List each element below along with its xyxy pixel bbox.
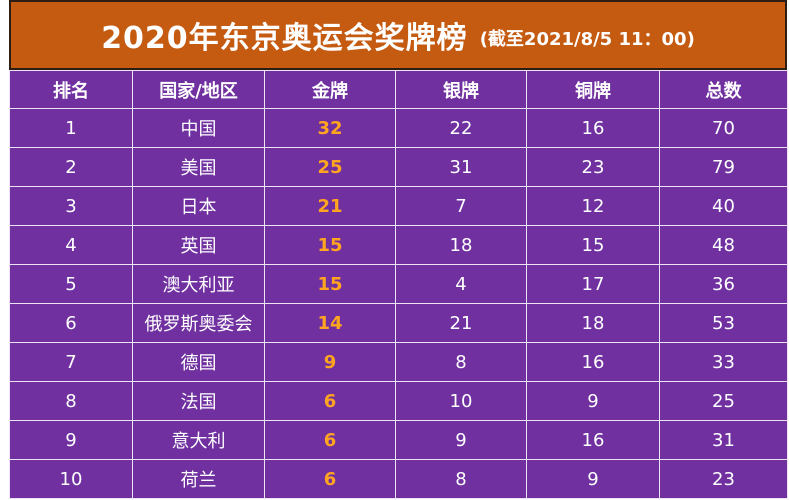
total-cell: 25: [659, 381, 788, 421]
table-row: 5 澳大利亚 15 4 17 36: [9, 264, 788, 304]
rank-cell: 6: [9, 303, 133, 343]
country-cell: 英国: [132, 225, 265, 265]
rank-cell: 2: [9, 147, 133, 187]
gold-cell: 6: [264, 459, 396, 499]
total-cell: 33: [659, 342, 788, 382]
country-cell: 德国: [132, 342, 265, 382]
rank-cell: 8: [9, 381, 133, 421]
rank-cell: 3: [9, 186, 133, 226]
gold-cell: 15: [264, 264, 396, 304]
total-cell: 40: [659, 186, 788, 226]
medal-table: 排名 国家/地区 金牌 银牌 铜牌 总数 1 中国 32 22 16 70 2 …: [9, 70, 788, 499]
bronze-cell: 16: [526, 108, 660, 148]
gold-cell: 6: [264, 381, 396, 421]
bronze-cell: 9: [526, 381, 660, 421]
gold-cell: 9: [264, 342, 396, 382]
country-cell: 俄罗斯奥委会: [132, 303, 265, 343]
silver-cell: 18: [395, 225, 527, 265]
bronze-cell: 9: [526, 459, 660, 499]
country-cell: 美国: [132, 147, 265, 187]
rank-cell: 7: [9, 342, 133, 382]
table-row: 7 德国 9 8 16 33: [9, 342, 788, 382]
table-row: 1 中国 32 22 16 70: [9, 108, 788, 148]
header-country: 国家/地区: [132, 70, 265, 109]
silver-cell: 8: [395, 342, 527, 382]
gold-cell: 32: [264, 108, 396, 148]
table-row: 8 法国 6 10 9 25: [9, 381, 788, 421]
header-silver: 银牌: [395, 70, 527, 109]
title-bar: 2020年东京奥运会奖牌榜 (截至2021/8/5 11：00): [9, 0, 787, 70]
table-row: 10 荷兰 6 8 9 23: [9, 459, 788, 499]
rank-cell: 5: [9, 264, 133, 304]
silver-cell: 9: [395, 420, 527, 460]
table-row: 6 俄罗斯奥委会 14 21 18 53: [9, 303, 788, 343]
bronze-cell: 15: [526, 225, 660, 265]
header-gold: 金牌: [264, 70, 396, 109]
medal-table-graphic: 2020年东京奥运会奖牌榜 (截至2021/8/5 11：00) 排名 国家/地…: [9, 0, 788, 500]
total-cell: 70: [659, 108, 788, 148]
silver-cell: 10: [395, 381, 527, 421]
bronze-cell: 17: [526, 264, 660, 304]
table-row: 3 日本 21 7 12 40: [9, 186, 788, 226]
country-cell: 荷兰: [132, 459, 265, 499]
rank-cell: 1: [9, 108, 133, 148]
bronze-cell: 23: [526, 147, 660, 187]
bronze-cell: 16: [526, 342, 660, 382]
country-cell: 日本: [132, 186, 265, 226]
country-cell: 意大利: [132, 420, 265, 460]
country-cell: 澳大利亚: [132, 264, 265, 304]
gold-cell: 25: [264, 147, 396, 187]
silver-cell: 4: [395, 264, 527, 304]
total-cell: 53: [659, 303, 788, 343]
page-title: 2020年东京奥运会奖牌榜: [101, 21, 468, 56]
table-row: 4 英国 15 18 15 48: [9, 225, 788, 265]
rank-cell: 9: [9, 420, 133, 460]
rank-cell: 4: [9, 225, 133, 265]
header-bronze: 铜牌: [526, 70, 660, 109]
silver-cell: 21: [395, 303, 527, 343]
total-cell: 36: [659, 264, 788, 304]
silver-cell: 22: [395, 108, 527, 148]
gold-cell: 21: [264, 186, 396, 226]
country-cell: 中国: [132, 108, 265, 148]
total-cell: 48: [659, 225, 788, 265]
total-cell: 23: [659, 459, 788, 499]
as-of-note: (截至2021/8/5 11：00): [479, 29, 695, 50]
silver-cell: 8: [395, 459, 527, 499]
gold-cell: 14: [264, 303, 396, 343]
bronze-cell: 12: [526, 186, 660, 226]
bronze-cell: 16: [526, 420, 660, 460]
gold-cell: 6: [264, 420, 396, 460]
rank-cell: 10: [9, 459, 133, 499]
total-cell: 31: [659, 420, 788, 460]
silver-cell: 31: [395, 147, 527, 187]
silver-cell: 7: [395, 186, 527, 226]
header-total: 总数: [659, 70, 788, 109]
header-row: 排名 国家/地区 金牌 银牌 铜牌 总数: [9, 70, 788, 109]
header-rank: 排名: [9, 70, 133, 109]
gold-cell: 15: [264, 225, 396, 265]
bronze-cell: 18: [526, 303, 660, 343]
table-row: 2 美国 25 31 23 79: [9, 147, 788, 187]
table-row: 9 意大利 6 9 16 31: [9, 420, 788, 460]
country-cell: 法国: [132, 381, 265, 421]
total-cell: 79: [659, 147, 788, 187]
